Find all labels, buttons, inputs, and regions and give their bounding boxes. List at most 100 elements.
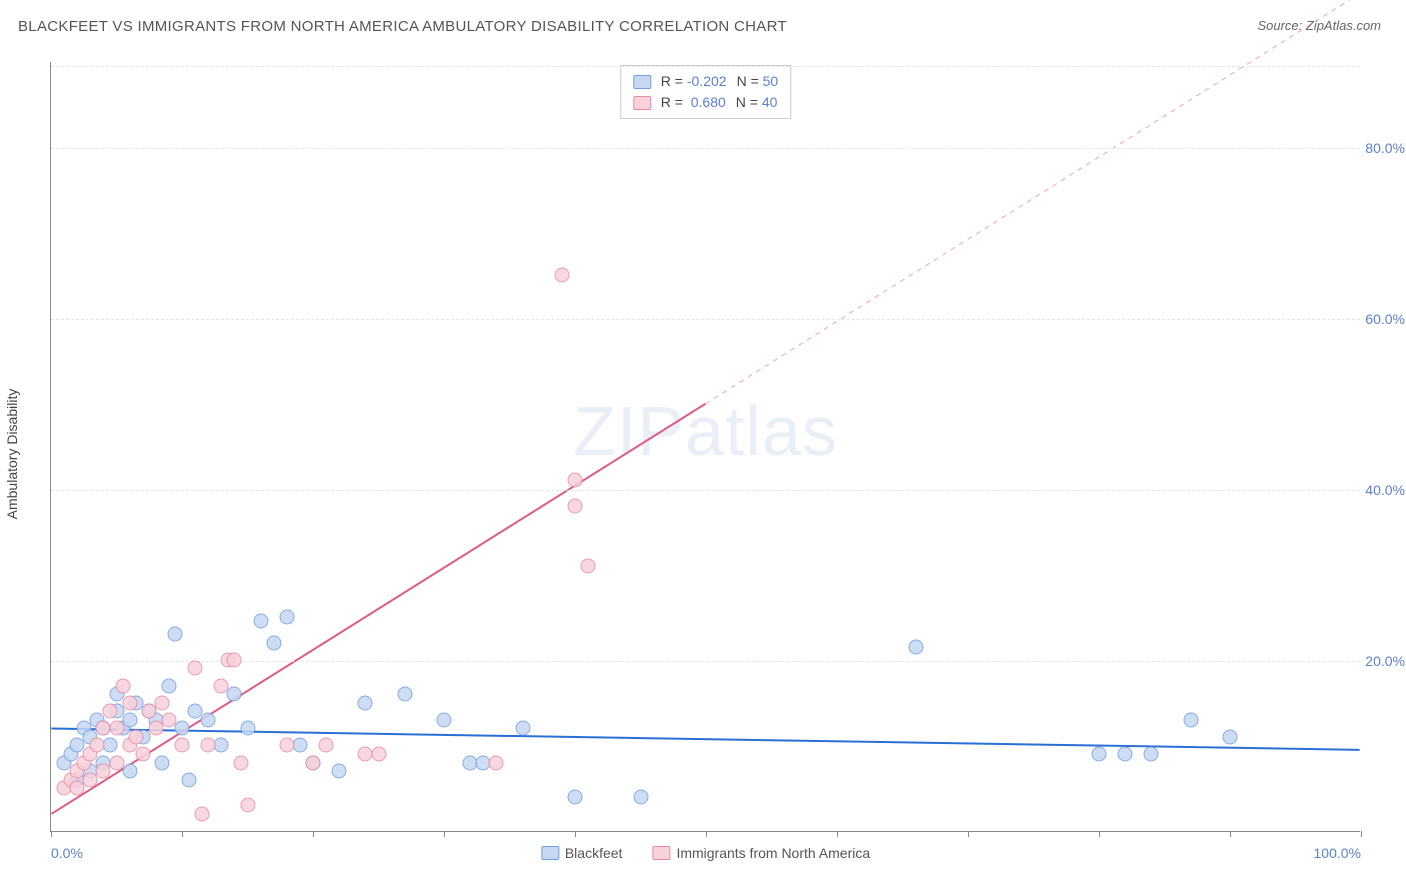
data-point bbox=[214, 678, 229, 693]
data-point bbox=[227, 687, 242, 702]
data-point bbox=[1183, 712, 1198, 727]
data-point bbox=[83, 772, 98, 787]
data-point bbox=[279, 610, 294, 625]
data-point bbox=[306, 755, 321, 770]
x-tick bbox=[444, 831, 445, 837]
data-point bbox=[175, 721, 190, 736]
x-tick bbox=[837, 831, 838, 837]
data-point bbox=[201, 738, 216, 753]
data-point bbox=[201, 712, 216, 727]
data-point bbox=[908, 640, 923, 655]
data-point bbox=[181, 772, 196, 787]
swatch-series-0 bbox=[633, 75, 651, 89]
data-point bbox=[489, 755, 504, 770]
data-point bbox=[233, 755, 248, 770]
x-tick bbox=[313, 831, 314, 837]
data-point bbox=[227, 652, 242, 667]
data-point bbox=[1118, 747, 1133, 762]
r-label: R = bbox=[661, 94, 683, 110]
legend-item-series-0: Blackfeet bbox=[541, 845, 623, 861]
data-point bbox=[102, 704, 117, 719]
gridline bbox=[51, 319, 1360, 320]
data-point bbox=[515, 721, 530, 736]
plot-area: ZIPatlas R = -0.202 N = 50 R = 0.680 N =… bbox=[50, 62, 1360, 832]
data-point bbox=[148, 721, 163, 736]
data-point bbox=[135, 747, 150, 762]
y-tick-label: 40.0% bbox=[1365, 482, 1405, 498]
x-tick bbox=[575, 831, 576, 837]
data-point bbox=[122, 712, 137, 727]
stats-legend-box: R = -0.202 N = 50 R = 0.680 N = 40 bbox=[620, 65, 791, 119]
data-point bbox=[129, 729, 144, 744]
swatch-series-1 bbox=[633, 96, 651, 110]
data-point bbox=[70, 781, 85, 796]
trend-lines-layer bbox=[51, 62, 1360, 831]
data-point bbox=[188, 661, 203, 676]
chart-title: BLACKFEET VS IMMIGRANTS FROM NORTH AMERI… bbox=[18, 18, 787, 35]
data-point bbox=[633, 789, 648, 804]
data-point bbox=[292, 738, 307, 753]
data-point bbox=[109, 755, 124, 770]
x-tick bbox=[1361, 831, 1362, 837]
trend-line-extension bbox=[706, 0, 1360, 404]
x-tick bbox=[1099, 831, 1100, 837]
data-point bbox=[89, 738, 104, 753]
gridline bbox=[51, 661, 1360, 662]
x-tick bbox=[51, 831, 52, 837]
data-point bbox=[240, 798, 255, 813]
x-tick bbox=[182, 831, 183, 837]
data-point bbox=[581, 558, 596, 573]
data-point bbox=[161, 712, 176, 727]
y-tick-label: 80.0% bbox=[1365, 140, 1405, 156]
x-tick bbox=[706, 831, 707, 837]
data-point bbox=[332, 764, 347, 779]
data-point bbox=[1223, 729, 1238, 744]
swatch-series-0 bbox=[541, 846, 559, 860]
data-point bbox=[122, 695, 137, 710]
data-point bbox=[96, 764, 111, 779]
data-point bbox=[554, 267, 569, 282]
data-point bbox=[161, 678, 176, 693]
data-point bbox=[568, 473, 583, 488]
data-point bbox=[155, 695, 170, 710]
stats-row-series-1: R = 0.680 N = 40 bbox=[633, 92, 778, 113]
data-point bbox=[240, 721, 255, 736]
data-point bbox=[168, 627, 183, 642]
legend-label: Blackfeet bbox=[565, 845, 623, 861]
legend-label: Immigrants from North America bbox=[676, 845, 870, 861]
data-point bbox=[397, 687, 412, 702]
y-tick-label: 20.0% bbox=[1365, 653, 1405, 669]
data-point bbox=[1092, 747, 1107, 762]
y-axis-label: Ambulatory Disability bbox=[4, 389, 20, 520]
n-value: 50 bbox=[763, 73, 779, 89]
r-value: 0.680 bbox=[691, 94, 726, 110]
data-point bbox=[194, 806, 209, 821]
data-point bbox=[116, 678, 131, 693]
data-point bbox=[568, 498, 583, 513]
stats-row-series-0: R = -0.202 N = 50 bbox=[633, 71, 778, 92]
n-value: 40 bbox=[762, 94, 778, 110]
data-point bbox=[109, 721, 124, 736]
x-tick bbox=[1230, 831, 1231, 837]
data-point bbox=[371, 747, 386, 762]
gridline bbox=[51, 490, 1360, 491]
legend-item-series-1: Immigrants from North America bbox=[652, 845, 870, 861]
data-point bbox=[102, 738, 117, 753]
data-point bbox=[266, 635, 281, 650]
data-point bbox=[568, 789, 583, 804]
legend-bottom: Blackfeet Immigrants from North America bbox=[541, 845, 870, 861]
data-point bbox=[214, 738, 229, 753]
data-point bbox=[175, 738, 190, 753]
data-point bbox=[319, 738, 334, 753]
gridline bbox=[51, 148, 1360, 149]
gridline bbox=[51, 66, 1360, 67]
data-point bbox=[437, 712, 452, 727]
n-label: N = bbox=[737, 73, 759, 89]
r-value: -0.202 bbox=[687, 73, 727, 89]
swatch-series-1 bbox=[652, 846, 670, 860]
data-point bbox=[155, 755, 170, 770]
data-point bbox=[358, 695, 373, 710]
data-point bbox=[279, 738, 294, 753]
data-point bbox=[1144, 747, 1159, 762]
data-point bbox=[142, 704, 157, 719]
